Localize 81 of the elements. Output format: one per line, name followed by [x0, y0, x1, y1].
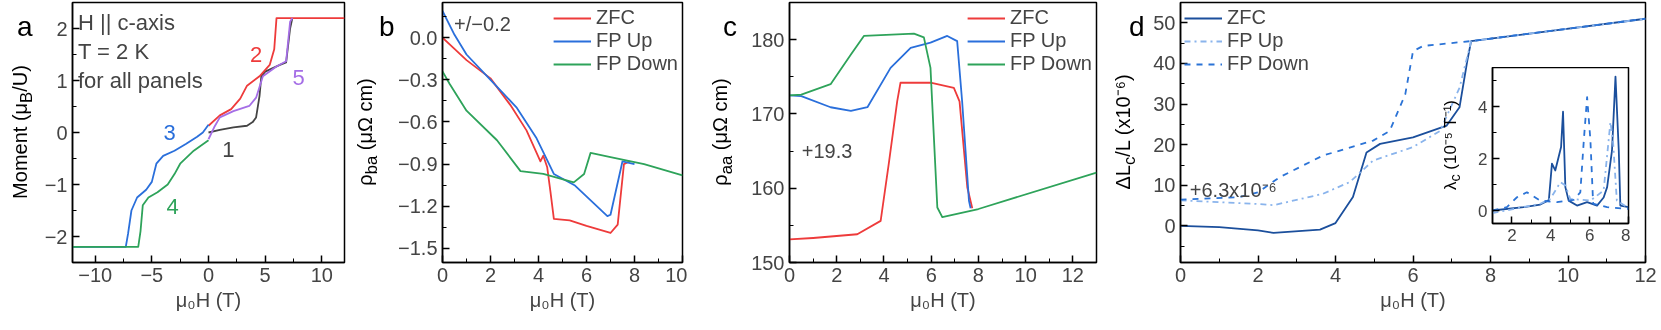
series-label: 4 — [166, 194, 179, 219]
y-tick-label: 1 — [56, 69, 68, 92]
y-tick-label: 0.0 — [409, 26, 438, 49]
line-series — [207, 17, 345, 127]
series-label: 3 — [163, 120, 176, 146]
y-tick-label: −0.3 — [398, 68, 438, 91]
line-series — [1492, 96, 1629, 212]
x-tick-label: 4 — [1329, 263, 1342, 286]
annotation: H || c-axis T = 2 K for all panels — [77, 10, 203, 93]
y-tick-label: −1.5 — [398, 237, 438, 260]
y-tick-label: 160 — [751, 177, 785, 200]
y-tick-label: −0.6 — [398, 110, 438, 133]
x-tick-label: 6 — [1584, 225, 1595, 245]
x-tick-label: 0 — [202, 263, 215, 286]
x-tick-label: −5 — [140, 263, 164, 286]
x-tick-label: 2 — [831, 263, 843, 286]
annotation: +19.3 — [801, 139, 853, 162]
y-tick-label: 30 — [1153, 93, 1176, 116]
legend-label: FP Down — [1010, 52, 1092, 75]
line-series — [789, 32, 1097, 219]
legend-label: FP Down — [1227, 52, 1309, 75]
y-tick-label: 2 — [1478, 149, 1488, 169]
x-tick-label: 6 — [580, 263, 593, 286]
y-tick-label: −1.2 — [398, 195, 438, 218]
line-series — [442, 70, 683, 184]
y-tick-label: 170 — [751, 102, 785, 125]
x-tick-label: 10 — [310, 263, 333, 286]
annotation: +6.3x10⁻⁶ — [1189, 178, 1277, 201]
legend-label: FP Down — [596, 52, 678, 75]
x-tick-label: 5 — [259, 263, 271, 286]
y-tick-label: 180 — [751, 28, 785, 51]
annotation: +/−0.2 — [454, 12, 511, 35]
x-tick-label: 4 — [878, 263, 890, 286]
y-tick-label: −1 — [44, 173, 68, 196]
legend-label: ZFC — [1010, 6, 1049, 29]
y-tick-label: 0 — [56, 121, 68, 144]
x-tick-label: 4 — [1546, 225, 1556, 245]
y-tick-label: 50 — [1153, 11, 1176, 34]
y-tick-label: 20 — [1153, 133, 1176, 156]
y-tick-label: 40 — [1153, 52, 1176, 75]
x-axis-title: μ₀H (T) — [175, 288, 242, 311]
x-tick-label: 2 — [1507, 225, 1517, 245]
line-series — [1492, 121, 1629, 214]
x-tick-label: 8 — [1484, 263, 1497, 286]
y-tick-label: −2 — [44, 225, 68, 248]
chart-title: c — [723, 10, 737, 44]
x-tick-label: 2 — [1252, 263, 1264, 286]
y-tick-label: 2 — [56, 17, 68, 40]
legend-label: ZFC — [596, 6, 635, 29]
legend-label: ZFC — [1227, 6, 1266, 29]
x-tick-label: 10 — [1556, 263, 1580, 286]
series-label: 5 — [292, 64, 305, 90]
legend-label: FP Up — [1010, 29, 1067, 52]
chart-title: b — [379, 10, 395, 44]
x-tick-label: 8 — [1621, 225, 1631, 245]
y-tick-label: 0 — [1478, 201, 1488, 221]
x-tick-label: 8 — [628, 263, 641, 286]
y-tick-label: 10 — [1153, 174, 1176, 197]
y-tick-label: 4 — [1478, 97, 1488, 117]
legend-label: FP Up — [596, 29, 653, 52]
series-label: 2 — [250, 42, 263, 68]
y-tick-label: 150 — [751, 251, 785, 274]
x-tick-label: 8 — [972, 263, 984, 286]
series-label: 1 — [222, 136, 235, 162]
line-series — [789, 81, 974, 241]
x-tick-label: 4 — [532, 263, 545, 286]
chart-title: a — [17, 10, 33, 44]
y-tick-label: −0.9 — [398, 153, 438, 176]
x-tick-label: 2 — [484, 263, 497, 286]
legend-label: FP Up — [1227, 29, 1284, 52]
x-tick-label: 10 — [1014, 263, 1037, 286]
x-tick-label: 10 — [665, 263, 688, 286]
x-tick-label: 12 — [1634, 263, 1657, 286]
x-axis-title: μ₀H (T) — [910, 288, 976, 311]
x-tick-label: −10 — [78, 263, 113, 286]
x-tick-label: 6 — [925, 263, 937, 286]
x-axis-title: μ₀H (T) — [529, 288, 596, 311]
x-axis-title: μ₀H (T) — [1380, 288, 1446, 311]
x-tick-label: 12 — [1061, 263, 1085, 286]
x-tick-label: 6 — [1407, 263, 1419, 286]
chart-title: d — [1129, 10, 1145, 44]
